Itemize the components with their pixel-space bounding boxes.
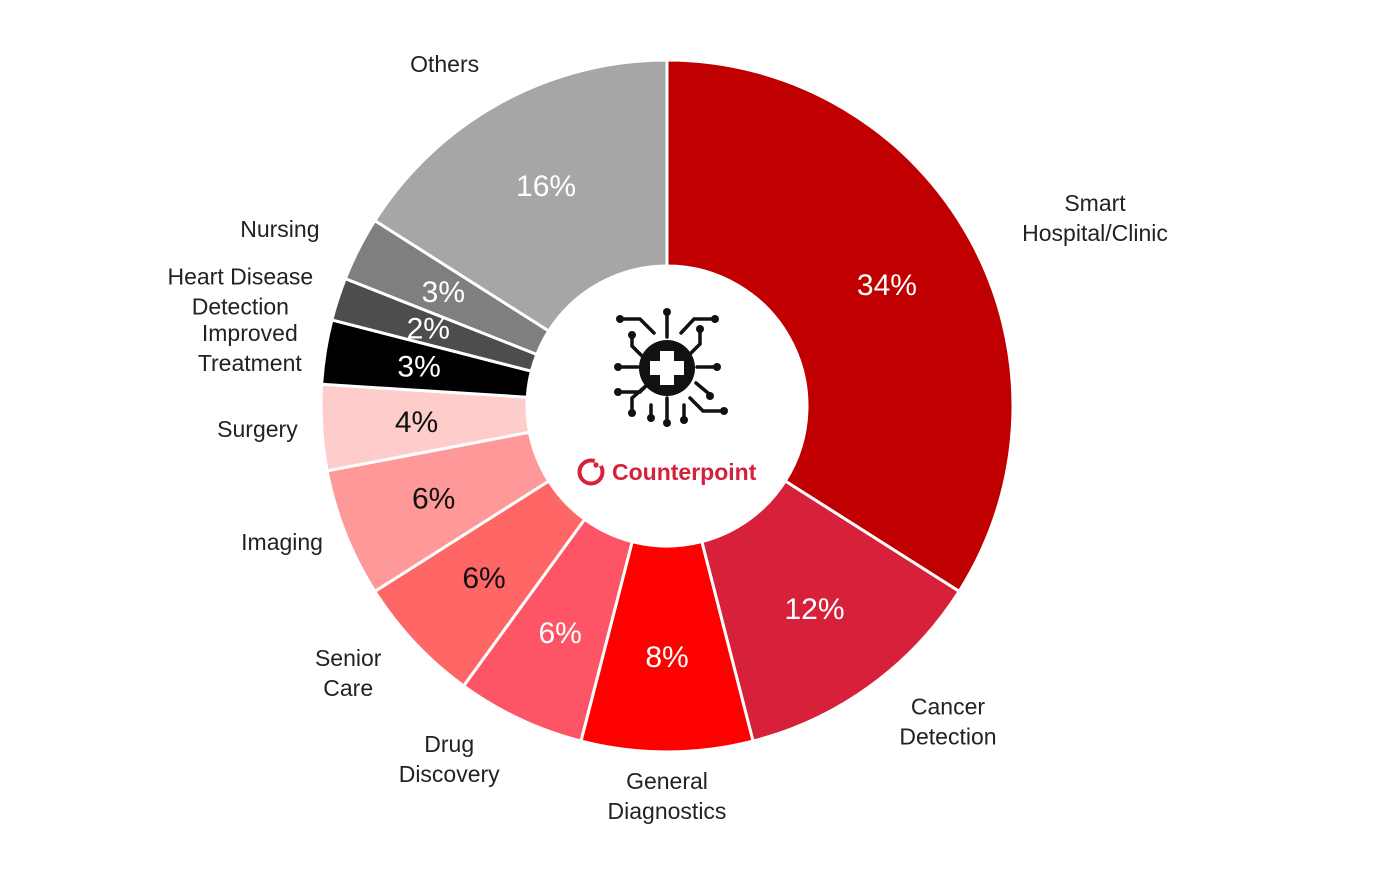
category-label-general-diagnostics: General Diagnostics — [608, 768, 727, 824]
value-label-nursing: 3% — [422, 276, 465, 309]
value-label-improved-treatment: 3% — [397, 351, 440, 384]
value-label-general-diagnostics: 8% — [645, 641, 688, 674]
value-labels: 34%12%8%6%6%6%4%3%2%3%16% — [395, 170, 917, 674]
category-label-surgery: Surgery — [217, 416, 298, 442]
slices — [319, 58, 1015, 754]
brand-name: Counterpoint — [612, 459, 757, 485]
slice-cancer-detection — [699, 478, 962, 743]
counterpoint-logo-icon — [577, 457, 605, 486]
value-label-drug-discovery: 6% — [538, 617, 581, 650]
slice-others — [372, 58, 669, 334]
category-label-imaging: Imaging — [241, 529, 323, 555]
value-label-smart-hospital-clinic: 34% — [857, 269, 917, 302]
category-label-cancer-detection: Cancer Detection — [899, 694, 996, 750]
value-label-surgery: 4% — [395, 406, 438, 439]
value-label-others: 16% — [516, 170, 576, 203]
category-label-drug-discovery: Drug Discovery — [399, 731, 500, 787]
category-label-smart-hospital-clinic: Smart Hospital/Clinic — [1022, 190, 1168, 246]
category-label-nursing: Nursing — [240, 216, 319, 242]
value-label-senior-care: 6% — [462, 562, 505, 595]
category-label-heart-disease-detection: Heart Disease Detection — [167, 264, 313, 320]
counterpoint-logo: Counterpoint — [577, 457, 757, 486]
value-label-imaging: 6% — [412, 482, 455, 515]
category-label-improved-treatment: Improved Treatment — [198, 320, 303, 376]
category-label-senior-care: Senior Care — [315, 645, 382, 701]
slice-smart-hospital-clinic — [665, 58, 1015, 594]
category-labels: Smart Hospital/Clinic Cancer Detection Gener… — [167, 51, 1167, 824]
medical-chip-icon — [614, 308, 728, 427]
value-label-cancer-detection: 12% — [785, 593, 845, 626]
category-label-others: Others — [410, 51, 479, 77]
value-label-heart-disease-detection: 2% — [407, 312, 450, 345]
